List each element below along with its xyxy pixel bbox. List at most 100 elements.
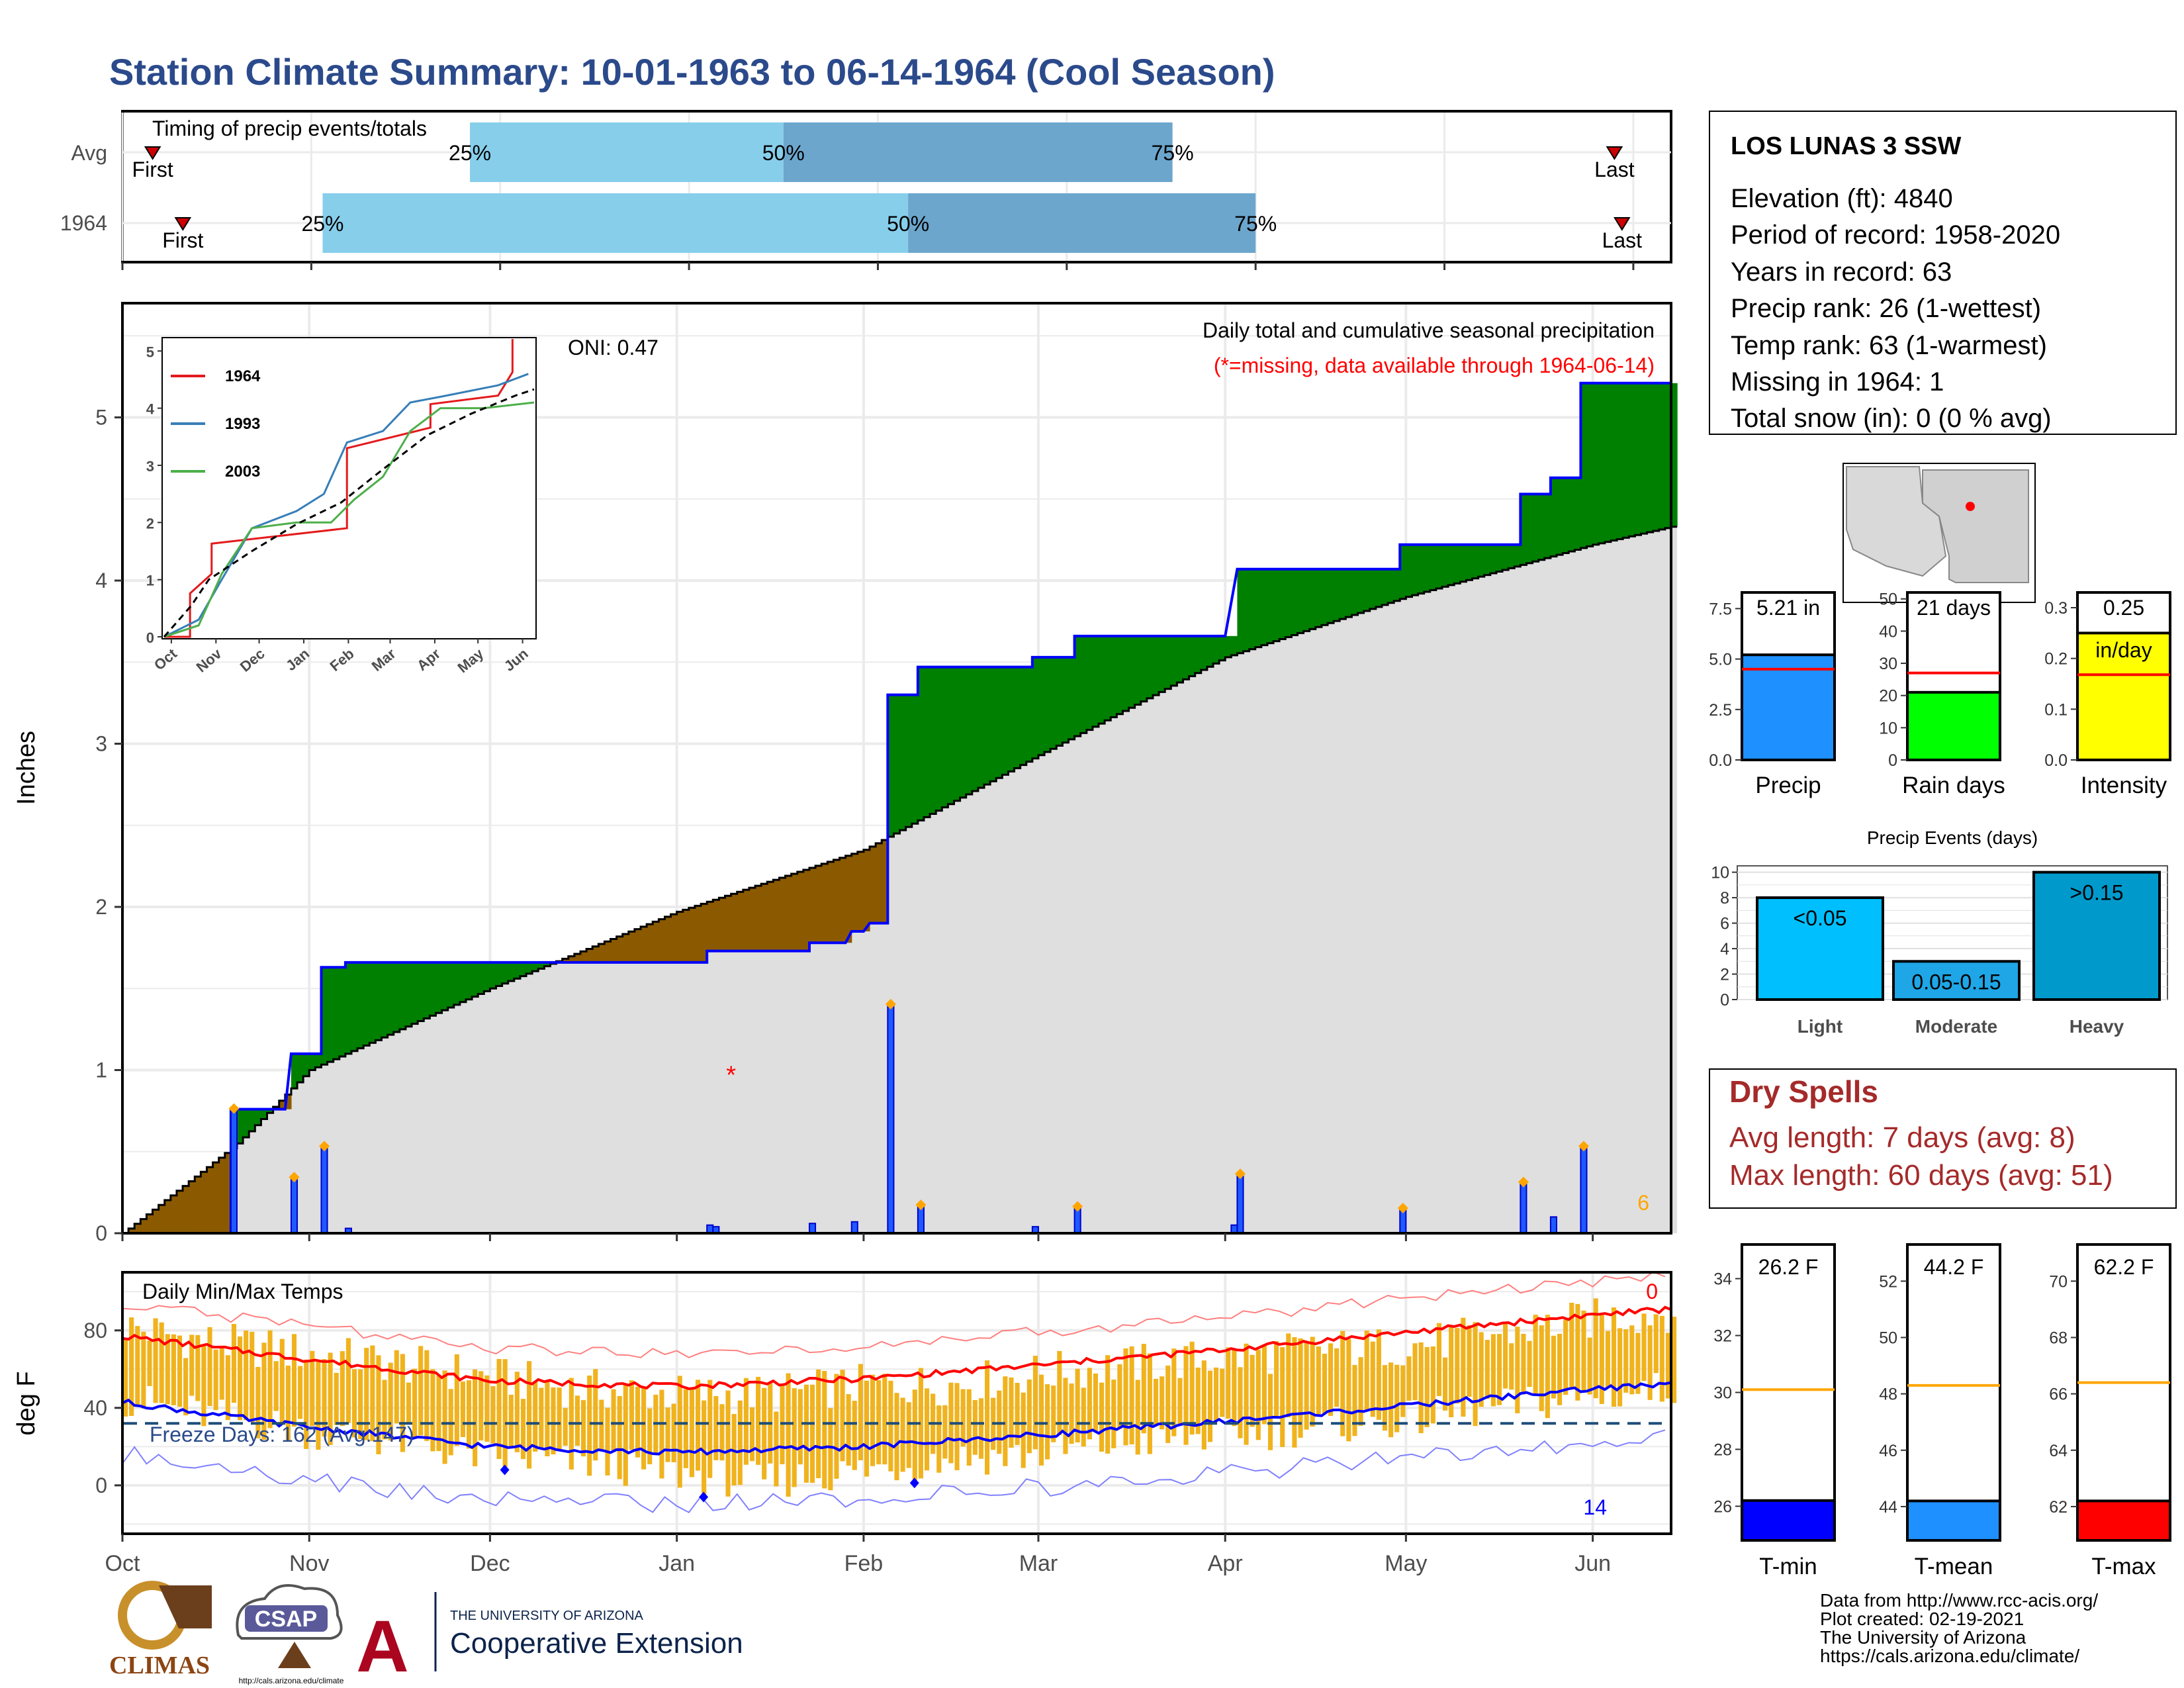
surplus-area	[1026, 667, 1033, 762]
month-tick-label: Jan	[659, 1551, 695, 1576]
surplus-area	[1557, 477, 1563, 555]
daily-temp-bar	[1045, 1384, 1050, 1460]
daily-temp-bar	[1026, 1379, 1032, 1454]
daily-temp-bar	[1527, 1340, 1532, 1387]
surplus-area	[357, 962, 364, 1049]
surplus-area	[1629, 383, 1635, 537]
deficit-area	[803, 869, 810, 951]
surplus-area	[1032, 657, 1039, 759]
daily-temp-bar	[1038, 1374, 1044, 1466]
summary-y-tick-label: 0.0	[2044, 751, 2068, 770]
summary-y-tick-label: 0.0	[1709, 751, 1732, 770]
daily-temp-bar	[1430, 1346, 1435, 1424]
daily-temp-bar	[334, 1372, 339, 1425]
summary-y-tick-label: 10	[1879, 719, 1897, 737]
timing-pct-label: 75%	[1152, 141, 1194, 165]
timing-pct-label: 50%	[887, 212, 929, 236]
surplus-area	[459, 962, 467, 1002]
daily-temp-bar	[490, 1385, 496, 1444]
deficit-area	[176, 1190, 183, 1233]
daily-temp-bar	[1539, 1325, 1544, 1411]
summary-bar-rain-days	[1906, 690, 2001, 761]
temp-bar-frame	[1741, 1243, 1836, 1542]
surplus-area	[1189, 635, 1196, 677]
station-years: Years in record: 63	[1731, 258, 1952, 287]
avg-tmax-line	[122, 1305, 1672, 1390]
daily-temp-bar	[533, 1381, 538, 1452]
surplus-area	[291, 1053, 298, 1089]
timing-title: Timing of precip events/totals	[152, 117, 427, 140]
deficit-area	[183, 1186, 189, 1233]
precip-events-chart: Precip Events (days) 0 2 4 6 8 10 <0.05 Light 0.…	[1711, 827, 2168, 1037]
deficit-area	[158, 1205, 165, 1233]
precip-frame	[121, 302, 1672, 1235]
deficit-area	[285, 1094, 292, 1109]
daily-temp-bar	[617, 1395, 622, 1479]
daily-temp-bar	[1346, 1338, 1351, 1442]
surplus-area	[447, 962, 455, 1008]
dry-spells-max: Max length: 60 days (avg: 51)	[1729, 1159, 2113, 1192]
temp-value-label: 62.2 F	[2094, 1255, 2154, 1279]
events-bar-label: <0.05	[1794, 906, 1847, 930]
summary-category-label: Intensity	[2081, 773, 2167, 798]
daily-temp-bar	[237, 1336, 243, 1421]
surplus-area	[1514, 544, 1521, 567]
daily-temp-bar	[689, 1387, 694, 1477]
surplus-area	[1406, 544, 1413, 597]
surplus-area	[1375, 569, 1383, 607]
deficit-area	[779, 878, 786, 951]
daily-temp-bar	[1545, 1315, 1550, 1419]
daily-temp-bar	[1003, 1376, 1008, 1466]
daily-temp-bar	[255, 1366, 261, 1438]
surplus-area	[1617, 383, 1623, 539]
daily-temp-bar	[858, 1364, 863, 1461]
timing-bars: 25% 50% 75% First Last 25% 50% 75% First Last	[132, 122, 1642, 253]
surplus-area	[1418, 544, 1425, 594]
deficit-area	[664, 916, 672, 962]
daily-temp-bar	[599, 1399, 604, 1450]
deficit-area	[195, 1176, 201, 1233]
daily-temp-bar	[1557, 1333, 1563, 1405]
daily-temp-bar	[207, 1327, 212, 1407]
daily-temp-bar	[1388, 1362, 1394, 1438]
surplus-area	[1134, 635, 1142, 705]
surplus-area	[893, 694, 901, 834]
temp-panel: 0 40 80 deg F Daily Min/Max Temps Freeze D…	[13, 1271, 1677, 1576]
surplus-area	[1002, 667, 1009, 775]
daily-temp-bar	[1214, 1367, 1219, 1421]
surplus-area	[1448, 544, 1455, 585]
daily-temp-bar	[1207, 1370, 1213, 1442]
daily-temp-bar	[1075, 1368, 1080, 1443]
daily-temp-bar	[1358, 1357, 1363, 1426]
summary-unit-label: in/day	[2095, 638, 2152, 662]
surplus-area	[1357, 569, 1365, 614]
temp-bar-y-tick-label: 64	[2049, 1442, 2068, 1460]
daily-temp-bar	[1063, 1378, 1068, 1454]
daily-temp-bar	[1057, 1350, 1062, 1436]
surplus-area	[1183, 635, 1190, 680]
daily-temp-bar	[882, 1374, 887, 1465]
temp-bar-y-tick-label: 44	[1879, 1498, 1897, 1517]
surplus-area	[1478, 544, 1485, 577]
timing-pct-label: 75%	[1234, 212, 1277, 236]
heavy-event-marker	[1234, 1168, 1246, 1180]
page-title: Station Climate Summary: 10-01-1963 to 0…	[109, 51, 1275, 93]
surplus-area	[1159, 635, 1165, 692]
surplus-area	[1014, 667, 1021, 769]
deficit-area	[604, 941, 612, 962]
surplus-area	[1569, 477, 1575, 551]
daily-temp-bar	[876, 1380, 882, 1465]
daily-temp-bar	[316, 1360, 321, 1450]
daily-temp-bar	[1647, 1325, 1653, 1400]
surplus-area	[435, 962, 443, 1013]
surplus-area	[1044, 657, 1051, 753]
temp-y-axis: 0 40 80	[83, 1319, 122, 1497]
heavy-event-marker	[915, 1199, 927, 1211]
surplus-area	[942, 667, 948, 808]
daily-temp-bar	[460, 1381, 465, 1437]
daily-temp-bar	[683, 1389, 688, 1468]
heavy-event-marker	[1518, 1176, 1529, 1188]
temp-count-bottom: 14	[1583, 1495, 1607, 1519]
